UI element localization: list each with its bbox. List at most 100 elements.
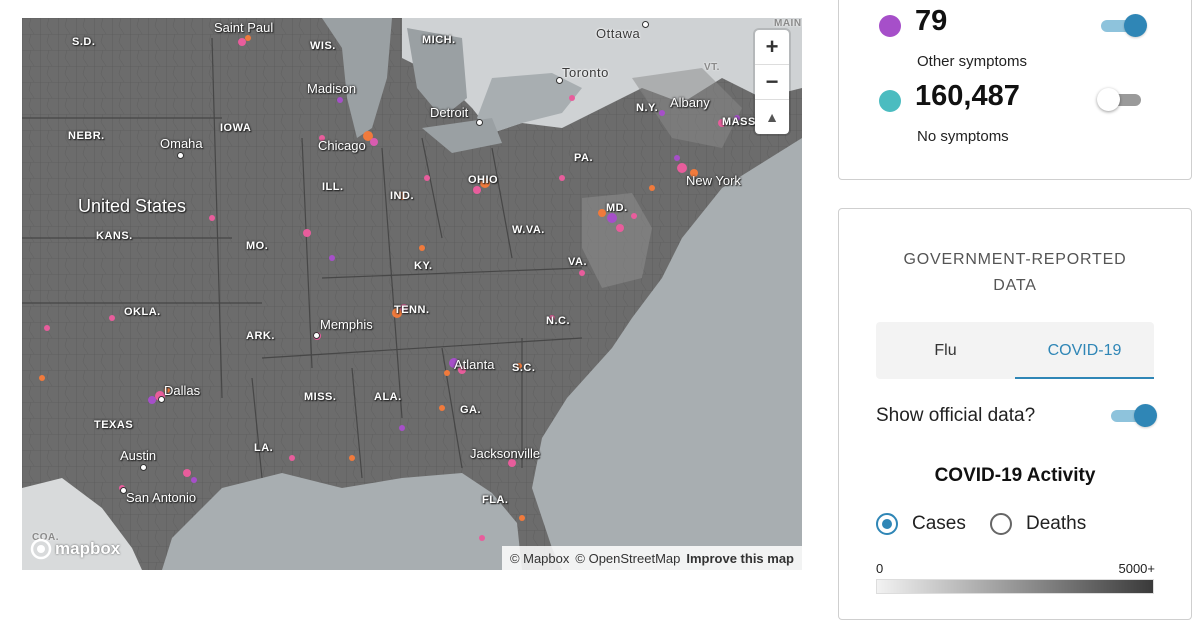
label-iowa: IOWA (220, 122, 252, 134)
zoom-out-button[interactable]: − (755, 65, 789, 100)
label-mich: MICH. (422, 34, 456, 46)
label-jacksonville: Jacksonville (470, 446, 541, 461)
label-okla: OKLA. (124, 306, 161, 318)
label-toronto: Toronto (562, 65, 609, 80)
label-memphis: Memphis (320, 317, 373, 332)
map-attribution: © Mapbox © OpenStreetMap Improve this ma… (501, 546, 802, 570)
cases-radio[interactable] (876, 513, 898, 535)
label-vt: VT. (704, 62, 720, 73)
no-symptoms-label: No symptoms (917, 128, 1009, 145)
government-data-card: GOVERNMENT-REPORTED DATA Flu COVID-19 Sh… (838, 208, 1192, 620)
label-sc: S.C. (512, 362, 536, 374)
deaths-radio[interactable] (990, 513, 1012, 535)
label-new-york: New York (686, 173, 741, 188)
other-symptoms-color-dot (879, 15, 901, 37)
show-official-data-label: Show official data? (876, 405, 1036, 426)
label-ark: ARK. (246, 330, 275, 342)
label-ky: KY. (414, 260, 433, 272)
disease-tabs: Flu COVID-19 (876, 322, 1154, 379)
legend-max: 5000+ (1118, 561, 1155, 576)
activity-title: COVID-19 Activity (934, 465, 1096, 486)
other-symptoms-toggle[interactable] (1099, 14, 1147, 37)
city-marker (120, 487, 127, 494)
city-marker (313, 332, 320, 339)
label-omaha: Omaha (160, 136, 203, 151)
label-coa: COA. (32, 532, 59, 543)
label-ohio: OHIO (468, 174, 499, 186)
compass-icon: ▲ (765, 109, 779, 125)
label-maine: MAIN (774, 18, 802, 29)
label-san-antonio: San Antonio (126, 490, 197, 505)
toggle-knob (1097, 88, 1120, 111)
city-marker (140, 464, 147, 471)
gulf-of-mexico (162, 473, 522, 570)
label-miss: MISS. (304, 391, 337, 403)
government-title-line2: DATA (993, 277, 1037, 294)
attribution-osm-link[interactable]: © OpenStreetMap (575, 550, 681, 566)
label-wis: WIS. (310, 40, 336, 52)
legend-gradient-bar (876, 579, 1154, 594)
deaths-label: Deaths (1026, 513, 1087, 534)
no-symptoms-color-dot (879, 90, 901, 112)
cases-label: Cases (912, 513, 966, 534)
attribution-mapbox-link[interactable]: © Mapbox (509, 550, 570, 566)
other-symptoms-count: 79 (915, 5, 948, 37)
label-ny: N.Y. (636, 102, 659, 114)
map-canvas[interactable] (22, 18, 802, 570)
label-atlanta: Atlanta (454, 357, 495, 372)
label-ottawa: Ottawa (596, 26, 641, 41)
no-symptoms-count: 160,487 (915, 80, 1020, 112)
label-la: LA. (254, 442, 274, 454)
label-pa: PA. (574, 152, 594, 164)
label-ill: ILL. (322, 181, 344, 193)
label-va: VA. (568, 256, 588, 268)
zoom-control: + − ▲ (755, 30, 789, 134)
map[interactable]: S.D. Saint Paul WIS. MICH. Ottawa Toront… (22, 18, 802, 570)
label-fla: FLA. (482, 494, 509, 506)
show-official-data-toggle[interactable] (1109, 404, 1157, 427)
city-marker (642, 21, 649, 28)
mexico (22, 478, 142, 570)
government-data-title: GOVERNMENT-REPORTED DATA (839, 247, 1191, 299)
city-marker (476, 119, 483, 126)
tab-covid-19[interactable]: COVID-19 (1015, 322, 1154, 379)
label-saint-paul: Saint Paul (214, 20, 274, 35)
label-mass: MASS. (722, 116, 760, 128)
label-sd: S.D. (72, 36, 96, 48)
mapbox-logo[interactable]: mapbox (30, 538, 120, 560)
label-nc: N.C. (546, 315, 570, 327)
label-madison: Madison (307, 81, 357, 96)
zoom-in-button[interactable]: + (755, 30, 789, 65)
label-austin: Austin (120, 448, 157, 463)
label-detroit: Detroit (430, 105, 469, 120)
lake-michigan (322, 18, 392, 138)
city-marker (177, 152, 184, 159)
label-ala: ALA. (374, 391, 402, 403)
no-symptoms-toggle[interactable] (1097, 88, 1145, 111)
mapbox-logo-text: mapbox (55, 539, 121, 558)
lake-huron (407, 28, 467, 118)
label-md: MD. (606, 202, 628, 214)
label-ind: IND. (390, 190, 414, 202)
label-texas: TEXAS (94, 419, 134, 431)
tab-flu[interactable]: Flu (934, 341, 957, 359)
label-dallas: Dallas (164, 383, 201, 398)
label-ga: GA. (460, 404, 482, 416)
toggle-knob (1124, 14, 1147, 37)
metric-option-deaths[interactable]: Deaths (990, 513, 1086, 535)
compass-button[interactable]: ▲ (755, 100, 789, 134)
lake-ontario (477, 73, 582, 133)
symptoms-card: 79 Other symptoms 160,487 No symptoms (838, 0, 1192, 180)
metric-option-cases[interactable]: Cases (876, 513, 966, 535)
label-nebr: NEBR. (68, 130, 105, 142)
improve-map-link[interactable]: Improve this map (686, 550, 794, 566)
label-chicago: Chicago (318, 138, 366, 153)
lake-erie (422, 118, 502, 153)
label-albany: Albany (670, 95, 710, 110)
city-marker (556, 77, 563, 84)
other-symptoms-label: Other symptoms (917, 53, 1028, 70)
label-united-states: United States (78, 196, 187, 216)
mapbox-logo-icon (30, 538, 52, 560)
atlantic-ocean (532, 138, 802, 570)
toggle-knob (1134, 404, 1157, 427)
